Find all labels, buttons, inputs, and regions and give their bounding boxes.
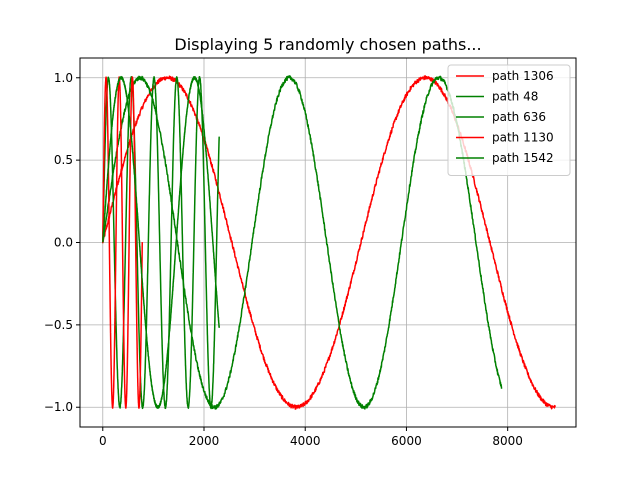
series-line-path-636 <box>102 75 503 410</box>
ticks: 0 2000 4000 6000 8000 −1.0 −0.5 0.0 0.5 1.0 <box>44 71 523 448</box>
legend-label: path 1130 <box>492 131 554 145</box>
y-tick-label: −1.0 <box>44 400 73 414</box>
series-line-path-1542 <box>102 75 220 409</box>
y-tick-label: 1.0 <box>54 71 73 85</box>
x-tick-label: 6000 <box>391 434 422 448</box>
x-tick-label: 4000 <box>290 434 321 448</box>
legend-label: path 1306 <box>492 69 554 83</box>
y-tick-label: 0.5 <box>54 153 73 167</box>
chart-title: Displaying 5 randomly chosen paths... <box>174 35 481 54</box>
legend-label: path 636 <box>492 110 546 124</box>
legend-label: path 48 <box>492 90 538 104</box>
legend-box <box>447 64 571 176</box>
y-tick-label: −0.5 <box>44 318 73 332</box>
series-layer <box>102 75 557 410</box>
legend-label: path 1542 <box>492 151 554 165</box>
legend: path 1306 path 48 path 636 path 1130 path 15… <box>447 64 571 176</box>
series-line-path-48 <box>102 75 220 410</box>
series-line-path-1130 <box>102 76 143 409</box>
x-tick-label: 8000 <box>492 434 523 448</box>
x-tick-label: 0 <box>99 434 107 448</box>
y-tick-label: 0.0 <box>54 236 73 250</box>
x-tick-label: 2000 <box>189 434 220 448</box>
